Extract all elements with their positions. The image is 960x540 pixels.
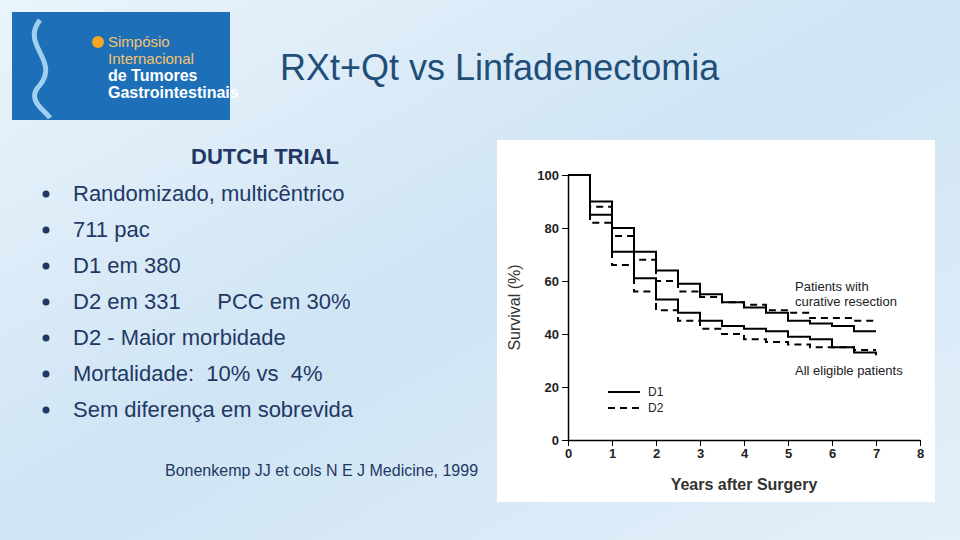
tick: 1	[609, 440, 616, 461]
tick-mark	[562, 440, 568, 441]
tick-mark	[788, 440, 789, 446]
tick: 3	[697, 440, 704, 461]
slide: SimpósioInternacionalde TumoresGastroint…	[0, 0, 960, 540]
tick-mark	[656, 440, 657, 446]
tick-label: 40	[545, 327, 559, 342]
bullet: D2 em 331 PCC em 30%	[73, 289, 351, 314]
bullet-dot	[43, 335, 50, 342]
tick-label: 100	[537, 168, 559, 183]
tick-mark	[562, 281, 568, 282]
tick: 100	[537, 168, 568, 183]
logo-box	[12, 12, 230, 120]
survival-curve	[568, 175, 876, 355]
bullet: Randomizado, multicêntrico	[73, 181, 344, 206]
tick: 0	[552, 433, 568, 448]
logo-text: Internacional	[108, 50, 194, 67]
y-axis-title: Survival (%)	[506, 264, 523, 350]
x-axis-title: Years after Surgery	[671, 476, 818, 493]
logo-text: Simpósio	[108, 33, 170, 50]
tick-mark	[568, 440, 569, 446]
heading: DUTCH TRIAL	[191, 144, 339, 169]
tick-mark	[700, 440, 701, 446]
logo-text: Gastrointestinais	[108, 84, 239, 101]
bullet: 711 pac	[73, 217, 150, 242]
survival-curve	[568, 175, 876, 350]
tick: 5	[785, 440, 792, 461]
tick-mark	[562, 334, 568, 335]
tick-label: 5	[785, 446, 792, 461]
logo-dot	[92, 36, 104, 48]
tick-label: 2	[653, 446, 660, 461]
tick: 6	[829, 440, 836, 461]
tick-mark	[562, 175, 568, 176]
bullet: D1 em 380	[73, 253, 181, 278]
tick: 60	[545, 274, 568, 289]
bullet: Sem diferença em sobrevida	[73, 397, 354, 422]
legend-swatch	[608, 391, 640, 393]
tick: 8	[917, 440, 924, 461]
citation: Bonenkemp JJ et cols N E J Medicine, 199…	[165, 462, 478, 479]
annotation: Patients withcurative resection	[795, 279, 897, 309]
tick-label: 7	[873, 446, 880, 461]
tick: 7	[873, 440, 880, 461]
x-axis: 0 1 2 3 4 5 6 7 8	[565, 440, 924, 461]
tick-label: 0	[552, 433, 559, 448]
tick-mark	[562, 387, 568, 388]
legend: D1D2	[608, 385, 664, 415]
legend-swatch	[608, 407, 640, 409]
logo-ribbon	[34, 20, 50, 118]
bullet-dot	[43, 227, 50, 234]
tick: 40	[545, 327, 568, 342]
tick-mark	[744, 440, 745, 446]
tick-mark	[612, 440, 613, 446]
tick-label: 20	[545, 380, 559, 395]
tick-label: 60	[545, 274, 559, 289]
tick: 4	[741, 440, 749, 461]
bullet-dot	[43, 191, 50, 198]
tick-mark	[876, 440, 877, 446]
tick: 20	[545, 380, 568, 395]
tick-mark	[920, 440, 921, 446]
tick-label: 0	[565, 446, 572, 461]
tick-label: 1	[609, 446, 616, 461]
y-axis: 0 20 40 60 80 100	[537, 168, 568, 448]
logo: SimpósioInternacionalde TumoresGastroint…	[12, 12, 239, 120]
bullet-dot	[43, 263, 50, 270]
bullet: D2 - Maior morbidade	[73, 325, 286, 350]
tick-label: 6	[829, 446, 836, 461]
bullet-dot	[43, 371, 50, 378]
legend-label: D2	[648, 401, 664, 415]
axis-line	[568, 176, 570, 441]
tick-label: 80	[545, 221, 559, 236]
legend-label: D1	[648, 385, 664, 399]
bullet: Mortalidade: 10% vs 4%	[73, 361, 322, 386]
tick-label: 3	[697, 446, 704, 461]
plot-lines	[568, 175, 876, 355]
background	[0, 0, 960, 540]
slide-title: RXt+Qt vs Linfadenectomia	[280, 47, 720, 88]
logo-text: de Tumores	[108, 67, 198, 84]
chart-panel	[497, 140, 935, 502]
tick-label: 8	[917, 446, 924, 461]
annotation: All eligible patients	[795, 363, 903, 378]
tick-label: 4	[741, 446, 749, 461]
tick-mark	[562, 228, 568, 229]
tick: 2	[653, 440, 660, 461]
bullet-dot	[43, 299, 50, 306]
tick-mark	[832, 440, 833, 446]
tick: 80	[545, 221, 568, 236]
bullet-dot	[43, 407, 50, 414]
tick: 0	[565, 440, 572, 461]
